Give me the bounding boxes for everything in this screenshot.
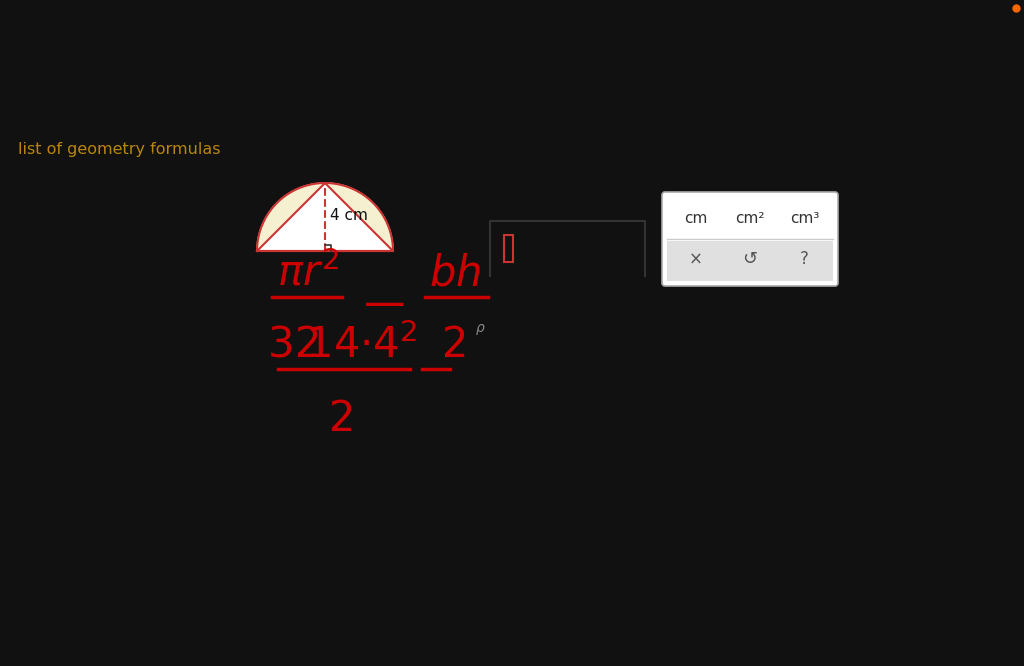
Text: A triangle is placed in a semicircle with a radius of 4 cm, as shown below. Find: A triangle is placed in a semicircle wit…: [18, 100, 898, 115]
Bar: [0, 608, 1024, 666]
Text: Do not round any intermediate steps. Round your final answer to the nearest hund: Do not round any intermediate steps. Rou…: [18, 126, 1024, 141]
Text: 2: 2: [295, 324, 322, 366]
Text: —: —: [365, 283, 406, 325]
Text: ?: ?: [800, 250, 809, 268]
Polygon shape: [257, 183, 393, 251]
Text: list of geometry formulas: list of geometry formulas: [18, 142, 220, 157]
Text: 2: 2: [329, 398, 355, 440]
Bar: [0, 0, 1024, 44]
FancyBboxPatch shape: [662, 192, 838, 286]
Text: cm²: cm²: [735, 211, 765, 226]
Text: 4 cm: 4 cm: [330, 208, 368, 222]
Text: ↺: ↺: [742, 250, 758, 268]
Text: ×: ×: [689, 250, 702, 268]
Polygon shape: [257, 183, 393, 251]
Text: $bh$: $bh$: [429, 252, 481, 294]
Text: $\pi r^2$: $\pi r^2$: [278, 252, 339, 294]
Text: ρ: ρ: [475, 321, 484, 335]
Text: 2: 2: [441, 324, 468, 366]
Text: cm³: cm³: [790, 211, 819, 226]
Bar: [504, 235, 513, 262]
Text: cm: cm: [684, 211, 708, 226]
Text: $3.14{\cdot}4^2$: $3.14{\cdot}4^2$: [267, 324, 417, 366]
Text: .: .: [148, 142, 154, 157]
Bar: [667, 241, 833, 281]
